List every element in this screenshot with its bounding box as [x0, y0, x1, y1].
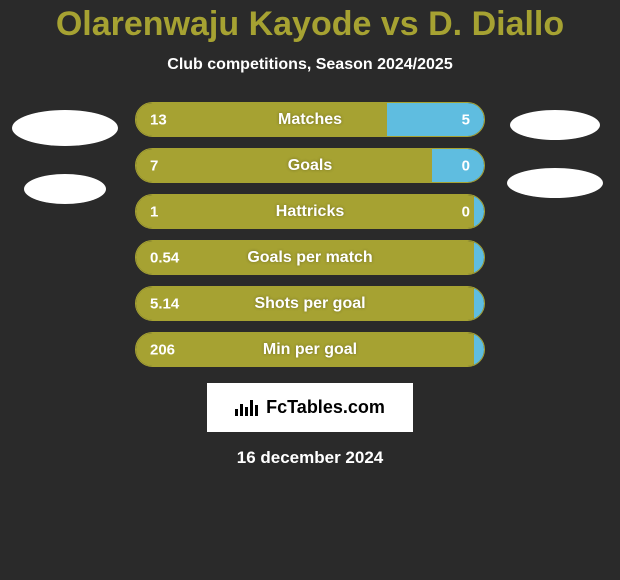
logo-badge: FcTables.com — [207, 383, 413, 432]
stat-bar-row: Goals per match 0.54 — [135, 240, 485, 275]
stat-label: Goals — [288, 157, 332, 175]
stat-value-right: 5 — [462, 111, 470, 128]
infographic-container: Olarenwaju Kayode vs D. Diallo Club comp… — [0, 0, 620, 580]
stat-value-left: 13 — [150, 111, 167, 128]
stat-bar-right — [474, 333, 484, 366]
stat-value-left: 1 — [150, 203, 158, 220]
stat-bar-left — [136, 149, 432, 182]
date-label: 16 december 2024 — [237, 448, 384, 468]
stat-value-left: 5.14 — [150, 295, 179, 312]
stat-label: Goals per match — [247, 249, 372, 267]
page-subtitle: Club competitions, Season 2024/2025 — [167, 56, 452, 74]
stat-bar-row: Goals 7 0 — [135, 148, 485, 183]
stat-label: Matches — [278, 111, 342, 129]
stat-bar-right — [474, 195, 484, 228]
stat-bar-row: Shots per goal 5.14 — [135, 286, 485, 321]
chart-bars-icon — [235, 400, 258, 416]
stat-bar-left — [136, 103, 387, 136]
stat-bar-row: Hattricks 1 0 — [135, 194, 485, 229]
player-avatar-placeholder — [510, 110, 600, 140]
right-avatar-column — [500, 102, 610, 198]
stat-bar-right — [474, 241, 484, 274]
comparison-bars: Matches 13 5 Goals 7 0 Hattricks 1 0 Goals per ma… — [135, 102, 485, 367]
stat-bar-row: Min per goal 206 — [135, 332, 485, 367]
stat-value-left: 206 — [150, 341, 175, 358]
player-avatar-placeholder — [12, 110, 118, 146]
page-title: Olarenwaju Kayode vs D. Diallo — [56, 5, 564, 44]
left-avatar-column — [10, 102, 120, 204]
stat-label: Hattricks — [276, 203, 344, 221]
stat-value-right: 0 — [462, 203, 470, 220]
stat-bar-row: Matches 13 5 — [135, 102, 485, 137]
logo-text: FcTables.com — [266, 397, 385, 418]
stat-bar-right — [432, 149, 484, 182]
stat-label: Shots per goal — [254, 295, 365, 313]
stat-bar-right — [474, 287, 484, 320]
stat-label: Min per goal — [263, 341, 357, 359]
stat-value-left: 0.54 — [150, 249, 179, 266]
stat-value-left: 7 — [150, 157, 158, 174]
player-avatar-placeholder — [24, 174, 106, 204]
player-avatar-placeholder — [507, 168, 603, 198]
stat-value-right: 0 — [462, 157, 470, 174]
main-row: Matches 13 5 Goals 7 0 Hattricks 1 0 Goals per ma… — [0, 102, 620, 367]
